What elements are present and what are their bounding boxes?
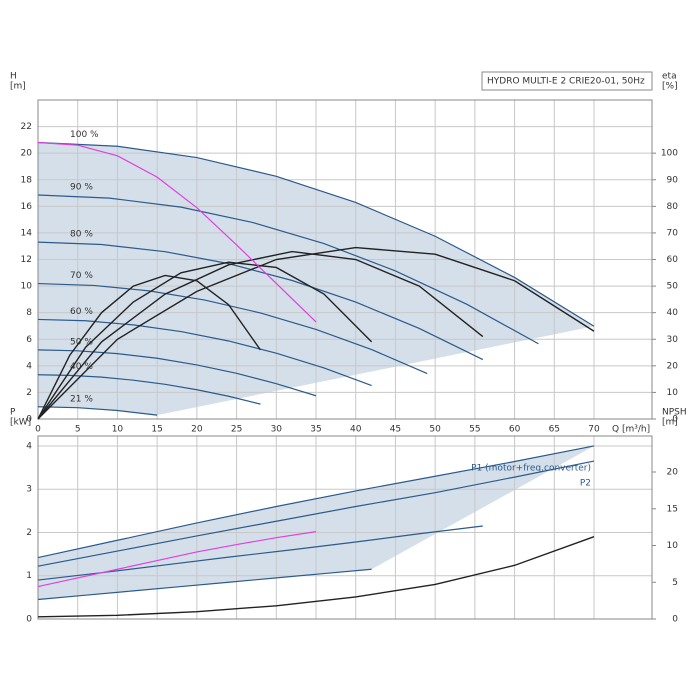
y-axis-label: H [10, 72, 17, 82]
y-tick-label: 2 [26, 388, 32, 398]
x-tick-label: 0 [35, 425, 41, 435]
y2-tick-label: 100 [661, 149, 678, 159]
x-tick-label: 30 [271, 425, 283, 435]
y-tick-label: 4 [26, 361, 32, 371]
y-axis-unit: [kW] [10, 418, 31, 428]
series-line [37, 349, 317, 397]
y-tick-label: 22 [21, 122, 32, 132]
y2-tick-label: 80 [667, 202, 679, 212]
x-tick-label: 35 [310, 425, 321, 435]
x-tick-label: 70 [588, 425, 600, 435]
y2-tick-label: 60 [667, 255, 679, 265]
x-tick-label: 10 [112, 425, 124, 435]
x-tick-label: 50 [429, 425, 441, 435]
y-tick-label: 10 [21, 282, 33, 292]
y2-tick-label: 15 [667, 504, 678, 514]
chart-title: HYDRO MULTI-E 2 CRIE20-01, 50Hz [487, 77, 645, 87]
speed-label: 50 % [70, 337, 93, 347]
x-tick-label: 45 [390, 425, 401, 435]
y-tick-label: 6 [26, 335, 32, 345]
series-line [37, 274, 261, 420]
y2-tick-label: 90 [667, 175, 679, 185]
title-box [481, 71, 653, 91]
y2-tick-label: 0 [672, 415, 678, 425]
y2-tick-label: 20 [667, 361, 679, 371]
y-tick-label: 8 [26, 308, 32, 318]
plot-frame [37, 99, 653, 420]
series-line [37, 536, 595, 618]
y-tick-label: 2 [26, 528, 32, 538]
speed-label: 40 % [70, 362, 93, 372]
x-tick-label: 5 [75, 425, 81, 435]
speed-label: 90 % [70, 183, 93, 193]
speed-label: 70 % [70, 271, 93, 281]
y-tick-label: 0 [26, 415, 32, 425]
series-label: P2 [580, 479, 591, 489]
series-line [37, 531, 317, 588]
speed-label: 100 % [70, 130, 99, 140]
series-line [37, 406, 158, 416]
y-tick-label: 20 [21, 149, 33, 159]
x-tick-label: 65 [549, 425, 560, 435]
x-tick-label: 40 [350, 425, 362, 435]
y2-tick-label: 0 [672, 615, 678, 625]
y2-axis-label: NPSH [662, 408, 687, 418]
series-line [37, 141, 595, 327]
series-line [37, 261, 373, 420]
x-tick-label: 20 [191, 425, 203, 435]
x-tick-label: 15 [151, 425, 162, 435]
y2-tick-label: 10 [667, 388, 679, 398]
y-axis-unit: [m] [10, 82, 26, 92]
series-line [37, 460, 595, 567]
y-tick-label: 1 [26, 571, 32, 581]
speed-label: 60 % [70, 307, 93, 317]
y-tick-label: 12 [21, 255, 32, 265]
y2-tick-label: 10 [667, 541, 679, 551]
y2-tick-label: 20 [667, 468, 679, 478]
series-line [37, 374, 261, 405]
series-line [37, 241, 484, 361]
series-line [37, 568, 372, 601]
y-axis-label: P [10, 408, 16, 418]
x-tick-label: 60 [509, 425, 521, 435]
y2-tick-label: 70 [667, 228, 679, 238]
series-line [37, 194, 539, 345]
y-tick-label: 3 [26, 485, 32, 495]
x-axis-label: Q [m³/h] [612, 425, 650, 435]
series-line [37, 250, 484, 420]
series-line [37, 282, 428, 375]
y-tick-label: 18 [21, 175, 33, 185]
series-line [37, 318, 372, 387]
y2-axis-unit: [m] [662, 418, 678, 428]
y2-tick-label: 40 [667, 308, 679, 318]
y-tick-label: 14 [21, 228, 33, 238]
y2-tick-label: 50 [667, 282, 679, 292]
plot-frame [37, 435, 653, 620]
series-line [37, 141, 317, 323]
speed-label: 21 % [70, 394, 93, 404]
x-tick-label: 25 [231, 425, 242, 435]
y-tick-label: 16 [21, 202, 33, 212]
speed-label: 80 % [70, 230, 93, 240]
y2-tick-label: 30 [667, 335, 679, 345]
y2-axis-unit: [%] [662, 82, 678, 92]
y2-tick-label: 5 [672, 578, 678, 588]
x-tick-label: 55 [469, 425, 480, 435]
series-line [37, 246, 595, 420]
y-tick-label: 0 [26, 615, 32, 625]
y-tick-label: 4 [26, 441, 32, 451]
series-line [37, 525, 483, 581]
series-line [37, 445, 595, 559]
series-label: P1 (motor+freq.converter) [471, 463, 591, 473]
y2-axis-label: eta [662, 72, 677, 82]
